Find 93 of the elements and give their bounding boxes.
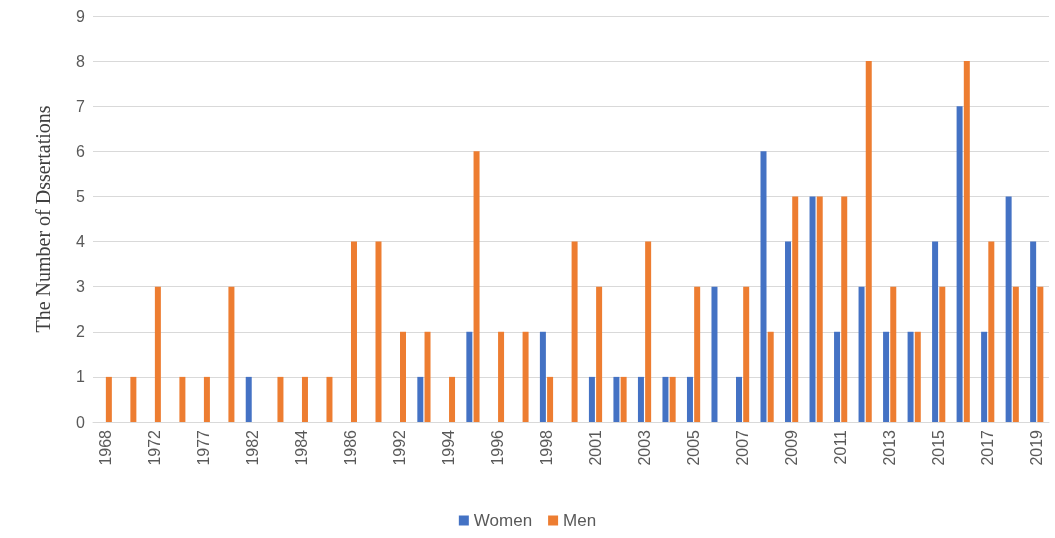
x-tick-label: 2017 <box>979 429 997 466</box>
x-tick-label: 2019 <box>1028 429 1046 466</box>
bar <box>834 331 841 422</box>
bar <box>375 241 382 422</box>
bar <box>669 376 676 422</box>
x-tick-label: 1998 <box>537 429 555 466</box>
x-tick-label: 2001 <box>587 429 605 466</box>
x-tick-label: 2005 <box>685 429 703 466</box>
x-tick-label: 1977 <box>194 429 212 466</box>
bar <box>662 376 669 422</box>
y-tick-label: 8 <box>76 52 86 70</box>
bar <box>914 331 921 422</box>
x-tick-label: 2003 <box>636 429 654 466</box>
bar <box>473 151 480 422</box>
bar <box>130 376 137 422</box>
bar <box>179 376 186 422</box>
x-tick-label: 1986 <box>341 429 359 466</box>
x-tick-label: 2011 <box>832 429 850 465</box>
bar <box>400 331 407 422</box>
bar <box>613 376 620 422</box>
bar <box>883 331 890 422</box>
bar <box>858 286 865 422</box>
y-tick-label: 1 <box>76 368 86 386</box>
legend-label: Men <box>563 511 597 530</box>
x-tick-label: 1982 <box>243 429 261 466</box>
bar <box>767 331 774 422</box>
bar <box>694 286 701 422</box>
bar <box>907 331 914 422</box>
bar <box>301 376 308 422</box>
bar <box>449 376 456 422</box>
bar <box>522 331 529 422</box>
bar <box>792 196 799 422</box>
bar <box>571 241 578 422</box>
bar <box>956 106 963 422</box>
bar <box>785 241 792 422</box>
bar <box>637 376 644 422</box>
y-tick-label: 3 <box>76 278 86 296</box>
y-tick-label: 0 <box>76 413 86 431</box>
bar <box>645 241 652 422</box>
bar <box>1005 196 1012 422</box>
bar <box>154 286 161 422</box>
y-tick-label: 5 <box>76 187 86 205</box>
bar <box>686 376 693 422</box>
bar <box>417 376 424 422</box>
bar <box>466 331 473 422</box>
x-tick-label: 1992 <box>390 429 408 466</box>
legend-label: Women <box>473 511 533 530</box>
bar <box>547 376 554 422</box>
bar <box>932 241 939 422</box>
bar <box>988 241 995 422</box>
bar <box>539 331 546 422</box>
bar <box>735 376 742 422</box>
x-tick-label: 2007 <box>734 429 752 466</box>
x-tick-label: 2009 <box>783 429 801 466</box>
bar <box>865 61 872 422</box>
bar <box>326 376 333 422</box>
bar <box>498 331 505 422</box>
x-tick-label: 1984 <box>292 429 310 466</box>
bar <box>890 286 897 422</box>
bar <box>841 196 848 422</box>
x-tick-label: 2013 <box>881 429 899 466</box>
x-tick-label: 1972 <box>145 429 163 466</box>
y-tick-label: 6 <box>76 142 86 160</box>
bar <box>760 151 767 422</box>
bar <box>588 376 595 422</box>
bar <box>1037 286 1044 422</box>
y-tick-label: 4 <box>76 233 86 251</box>
bar <box>711 286 718 422</box>
bar <box>245 376 252 422</box>
bar <box>620 376 627 422</box>
y-tick-label: 9 <box>76 7 86 25</box>
y-tick-label: 7 <box>76 97 86 115</box>
x-tick-label: 2015 <box>930 429 948 466</box>
y-axis-title: The Number of Dssertations <box>32 105 54 333</box>
x-tick-label: 1968 <box>96 429 114 466</box>
bar <box>963 61 970 422</box>
bar <box>277 376 284 422</box>
bar <box>809 196 816 422</box>
x-tick-label: 1994 <box>439 429 457 466</box>
bar <box>981 331 988 422</box>
bar <box>228 286 235 422</box>
y-tick-label: 2 <box>76 323 86 341</box>
bar <box>596 286 603 422</box>
bar <box>1012 286 1019 422</box>
bar <box>939 286 946 422</box>
bar <box>424 331 431 422</box>
bar <box>1030 241 1037 422</box>
x-tick-label: 1996 <box>488 429 506 466</box>
bar <box>743 286 750 422</box>
bar <box>350 241 357 422</box>
bar <box>203 376 210 422</box>
bar <box>816 196 823 422</box>
bar <box>105 376 112 422</box>
